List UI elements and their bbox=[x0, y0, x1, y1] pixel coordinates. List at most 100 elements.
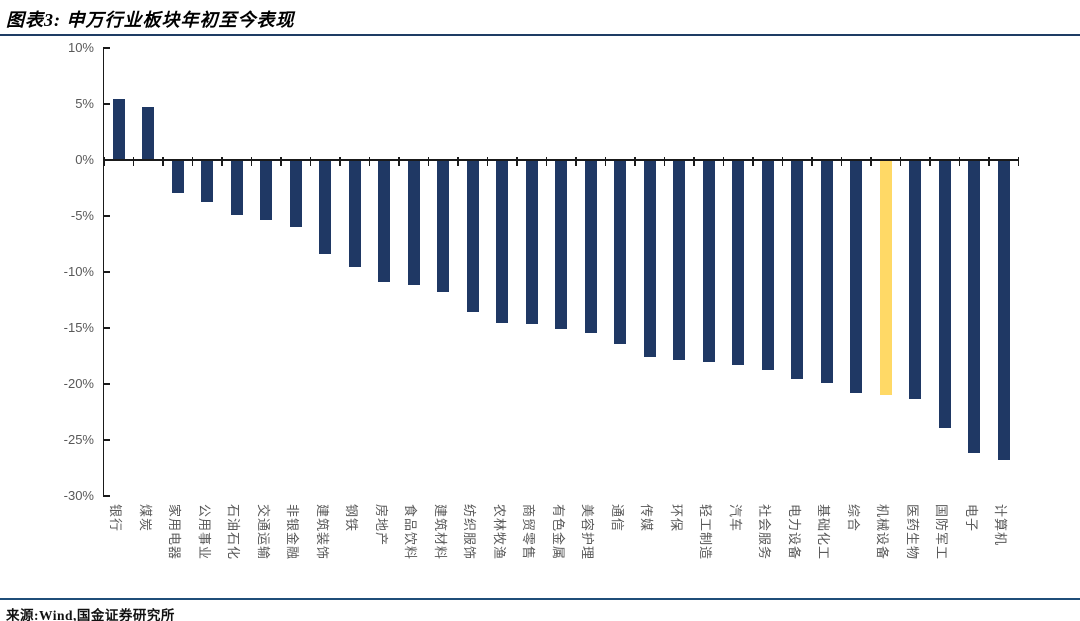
x-axis-category-label: 食品饮料 bbox=[403, 504, 419, 561]
bar-综合 bbox=[850, 160, 863, 393]
x-axis-category-label: 建筑装饰 bbox=[314, 504, 330, 561]
bar-食品饮料 bbox=[407, 160, 420, 286]
x-axis-tick bbox=[486, 156, 489, 166]
x-axis-category-label: 建筑材料 bbox=[432, 504, 448, 561]
x-axis-tick bbox=[693, 156, 695, 166]
bar-有色金属 bbox=[555, 160, 568, 329]
x-axis-category-label: 商贸零售 bbox=[521, 504, 537, 561]
x-axis-category-label: 通信 bbox=[609, 504, 625, 533]
x-axis-tick bbox=[427, 156, 430, 166]
bar-商贸零售 bbox=[525, 160, 538, 325]
x-axis-category-label: 传媒 bbox=[639, 504, 655, 533]
y-axis-tick bbox=[103, 159, 110, 161]
x-axis-category-label: 国防军工 bbox=[934, 504, 950, 561]
y-axis-tick bbox=[103, 327, 110, 329]
x-axis-category-label: 家用电器 bbox=[167, 504, 183, 561]
x-axis-category-label: 电力设备 bbox=[786, 504, 802, 561]
x-axis-tick bbox=[221, 156, 223, 166]
x-axis-tick bbox=[250, 156, 253, 166]
x-axis-tick bbox=[132, 156, 135, 166]
x-axis-tick bbox=[162, 156, 164, 166]
x-axis-tick bbox=[811, 156, 813, 166]
bar-轻工制造 bbox=[702, 160, 715, 363]
bar-传媒 bbox=[643, 160, 656, 357]
x-axis-tick bbox=[899, 156, 902, 166]
x-axis-category-label: 房地产 bbox=[373, 504, 389, 547]
x-axis-tick bbox=[870, 156, 872, 166]
x-axis-category-label: 医药生物 bbox=[904, 504, 920, 561]
x-axis-category-label: 有色金属 bbox=[550, 504, 566, 561]
x-axis-tick bbox=[634, 156, 636, 166]
x-axis-tick bbox=[516, 156, 518, 166]
bar-电力设备 bbox=[791, 160, 804, 380]
x-axis-category-label: 公用事业 bbox=[196, 504, 212, 561]
y-axis-tick-label: -15% bbox=[63, 320, 94, 335]
bar-基础化工 bbox=[820, 160, 833, 383]
x-axis-category-label: 非银金融 bbox=[285, 504, 301, 561]
x-axis-category-label: 社会服务 bbox=[757, 504, 773, 561]
x-axis-tick bbox=[575, 156, 577, 166]
bar-国防军工 bbox=[938, 160, 951, 429]
bar-建筑材料 bbox=[437, 160, 450, 292]
x-axis-tick bbox=[457, 156, 459, 166]
x-axis-category-label: 汽车 bbox=[727, 504, 743, 533]
x-axis-tick bbox=[958, 156, 961, 166]
bar-家用电器 bbox=[171, 160, 184, 194]
x-axis-category-label: 机械设备 bbox=[875, 504, 891, 561]
x-axis-category-label: 煤炭 bbox=[137, 504, 153, 533]
x-axis-tick bbox=[929, 156, 931, 166]
bar-煤炭 bbox=[142, 106, 155, 160]
y-axis-tick bbox=[103, 271, 110, 273]
bar-电子 bbox=[968, 160, 981, 454]
x-axis-category-label: 纺织服饰 bbox=[462, 504, 478, 561]
x-axis-category-label: 银行 bbox=[108, 504, 124, 533]
y-axis-tick-label: 0% bbox=[75, 152, 94, 167]
x-axis-tick bbox=[339, 156, 341, 166]
x-axis-category-label: 钢铁 bbox=[344, 504, 360, 533]
y-axis-tick-label: -20% bbox=[63, 376, 94, 391]
x-axis-category-label: 综合 bbox=[845, 504, 861, 533]
bar-交通运输 bbox=[260, 160, 273, 221]
x-axis-zero-line bbox=[102, 159, 1019, 161]
x-axis-tick bbox=[309, 156, 312, 166]
bar-钢铁 bbox=[348, 160, 361, 268]
x-axis-tick bbox=[1017, 156, 1020, 166]
y-axis-tick-label: 10% bbox=[67, 40, 94, 55]
x-axis-tick bbox=[722, 156, 725, 166]
x-axis-category-label: 农林牧渔 bbox=[491, 504, 507, 561]
bar-非银金融 bbox=[289, 160, 302, 227]
x-axis-tick bbox=[781, 156, 784, 166]
x-axis-tick bbox=[398, 156, 400, 166]
x-axis-tick bbox=[103, 156, 105, 166]
y-axis-tick-label: -10% bbox=[63, 264, 94, 279]
x-axis-category-label: 美容护理 bbox=[580, 504, 596, 561]
bar-通信 bbox=[614, 160, 627, 345]
bar-美容护理 bbox=[584, 160, 597, 334]
bar-环保 bbox=[673, 160, 686, 361]
bar-银行 bbox=[112, 98, 125, 160]
x-axis-tick bbox=[663, 156, 666, 166]
x-axis-tick bbox=[280, 156, 282, 166]
y-axis-tick bbox=[103, 439, 110, 441]
bar-医药生物 bbox=[909, 160, 922, 400]
y-axis-tick-label: -30% bbox=[63, 488, 94, 503]
x-axis-tick bbox=[988, 156, 990, 166]
bar-农林牧渔 bbox=[496, 160, 509, 324]
bar-机械设备 bbox=[879, 160, 892, 395]
x-axis-tick bbox=[604, 156, 607, 166]
y-axis-tick bbox=[103, 215, 110, 217]
y-axis-tick bbox=[103, 47, 110, 49]
x-axis-category-label: 轻工制造 bbox=[698, 504, 714, 561]
bar-计算机 bbox=[997, 160, 1010, 460]
x-axis-tick bbox=[752, 156, 754, 166]
x-axis-tick bbox=[191, 156, 194, 166]
x-axis-tick bbox=[545, 156, 548, 166]
y-axis-tick-label: -25% bbox=[63, 432, 94, 447]
title-divider bbox=[0, 34, 1080, 36]
bar-石油石化 bbox=[230, 160, 243, 215]
x-axis-category-label: 环保 bbox=[668, 504, 684, 533]
y-axis-tick-label: 5% bbox=[75, 96, 94, 111]
source-note: 来源:Wind,国金证券研究所 bbox=[6, 608, 175, 621]
x-axis-category-label: 基础化工 bbox=[816, 504, 832, 561]
